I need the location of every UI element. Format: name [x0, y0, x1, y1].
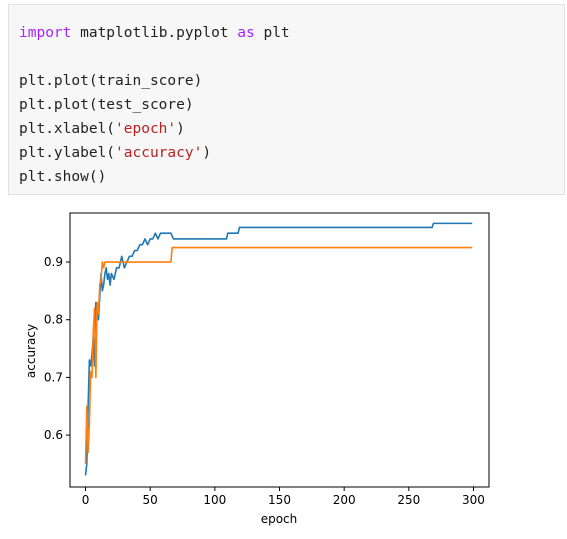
line-chart: 0 50 100 150 200 250 300 0.6 0.7 0.8 0.9 epoch acc…	[24, 212, 490, 526]
x-tick-label: 100	[203, 493, 226, 507]
plot-area	[69, 212, 490, 488]
code-token: plt.xlabel(	[19, 121, 116, 137]
code-string: 'epoch'	[115, 121, 177, 137]
x-tick-label: 200	[333, 493, 356, 507]
code-token: plt.ylabel(	[19, 145, 116, 161]
code-token: plt.plot(test_score)	[19, 97, 194, 113]
code-token: )	[176, 121, 185, 137]
code-line: plt.show()	[19, 167, 106, 187]
series-line-2	[84, 246, 473, 464]
code-line: plt.plot(test_score)	[19, 95, 194, 115]
code-token: plt.show()	[19, 169, 107, 185]
output-area: 0 50 100 150 200 250 300 0.6 0.7 0.8 0.9 epoch acc…	[0, 196, 567, 535]
code-cell[interactable]: import matplotlib.pyplot as plt plt.plot(…	[8, 4, 565, 195]
code-line: plt.ylabel('accuracy')	[19, 143, 211, 163]
x-tick-label: 50	[143, 493, 158, 507]
code-line: plt.plot(train_score)	[19, 71, 202, 91]
code-line: import matplotlib.pyplot as plt	[19, 23, 290, 43]
y-tick-label: 0.7	[44, 370, 63, 384]
code-token: matplotlib.pyplot	[71, 25, 238, 41]
code-token: plt	[254, 25, 290, 41]
x-tick-label: 250	[397, 493, 420, 507]
code-string: 'accuracy'	[115, 145, 203, 161]
x-tick-label: 0	[82, 493, 90, 507]
x-tick-label: 150	[268, 493, 291, 507]
code-token: plt.plot(train_score)	[19, 73, 203, 89]
code-token: )	[202, 145, 212, 161]
code-keyword: as	[237, 25, 255, 41]
code-line: plt.xlabel('epoch')	[19, 119, 185, 139]
y-tick-label: 0.8	[44, 313, 63, 327]
y-tick-label: 0.6	[44, 428, 63, 442]
y-tick-label: 0.9	[44, 255, 63, 269]
x-axis-label: epoch	[261, 512, 298, 526]
y-axis-label: accuracy	[24, 324, 38, 378]
x-tick-label: 300	[462, 493, 485, 507]
code-keyword: import	[19, 25, 72, 41]
